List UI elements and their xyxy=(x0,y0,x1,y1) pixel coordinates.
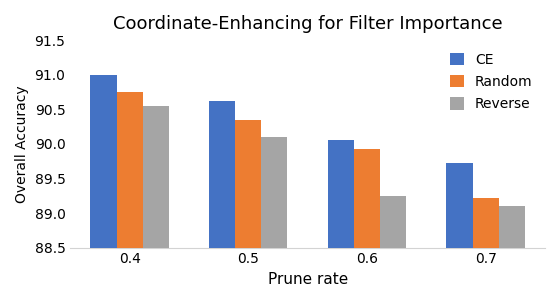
Bar xyxy=(209,101,235,248)
Bar xyxy=(380,196,406,248)
Bar xyxy=(262,137,287,248)
Legend: CE, Random, Reverse: CE, Random, Reverse xyxy=(444,47,538,117)
X-axis label: Prune rate: Prune rate xyxy=(268,272,348,287)
Bar xyxy=(116,92,143,248)
Bar xyxy=(91,75,116,248)
Bar xyxy=(143,106,169,248)
Bar xyxy=(473,198,499,248)
Bar xyxy=(446,163,473,248)
Y-axis label: Overall Accuracy: Overall Accuracy xyxy=(15,85,29,203)
Title: Coordinate-Enhancing for Filter Importance: Coordinate-Enhancing for Filter Importan… xyxy=(113,15,502,33)
Bar xyxy=(328,140,354,248)
Bar xyxy=(235,120,262,248)
Bar xyxy=(499,206,525,248)
Bar xyxy=(354,149,380,248)
